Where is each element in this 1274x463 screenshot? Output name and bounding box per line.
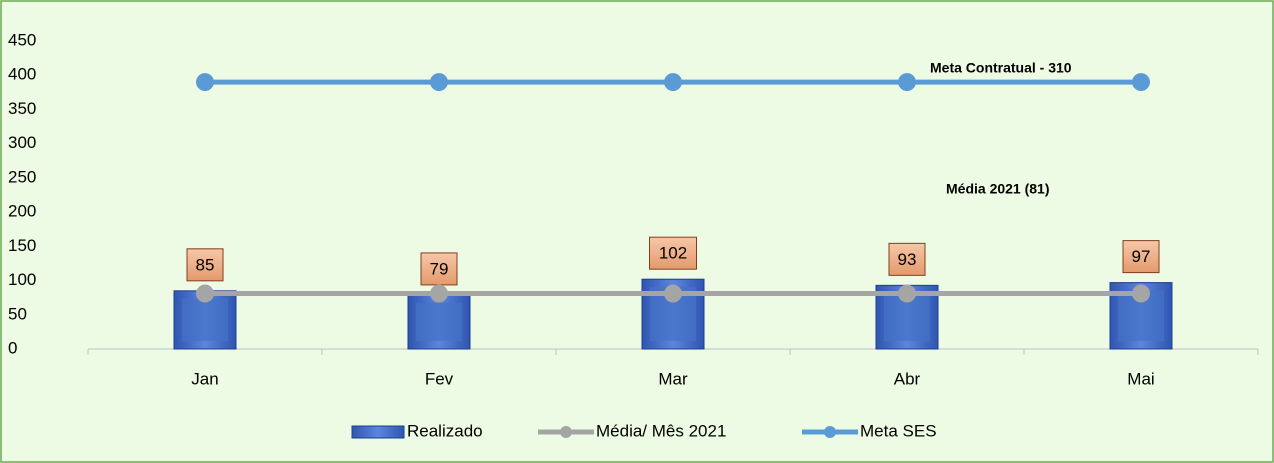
legend-label: Realizado	[407, 421, 483, 440]
data-label: 79	[430, 259, 449, 278]
data-label: 102	[659, 244, 687, 263]
y-tick-label: 150	[8, 236, 36, 255]
y-tick-label: 250	[8, 167, 36, 186]
line-marker	[430, 284, 448, 303]
legend-swatch	[824, 426, 836, 438]
y-tick-label: 100	[8, 270, 36, 289]
x-tick-label: Mai	[1127, 369, 1154, 388]
line-marker	[664, 73, 682, 92]
y-tick-label: 350	[8, 99, 36, 118]
bar-bevel	[182, 298, 228, 341]
legend-label: Meta SES	[860, 421, 937, 440]
data-label-box	[186, 248, 224, 282]
legend-swatch	[351, 425, 405, 439]
y-tick-label: 200	[8, 202, 36, 221]
bar-bevel	[416, 302, 462, 341]
x-tick-label: Fev	[425, 369, 454, 388]
y-tick-label: 450	[8, 30, 36, 49]
legend-label: Média/ Mês 2021	[596, 421, 726, 440]
line-marker	[898, 73, 916, 92]
line-marker	[1132, 284, 1150, 303]
x-tick-label: Mar	[658, 369, 688, 388]
line-marker	[1132, 73, 1150, 92]
annotation: Média 2021 (81)	[946, 181, 1050, 197]
data-label-box	[888, 242, 926, 276]
line-marker	[898, 284, 916, 303]
line-marker	[430, 73, 448, 92]
x-tick-label: Abr	[894, 369, 921, 388]
line-marker	[664, 284, 682, 303]
y-tick-label: 0	[8, 338, 17, 357]
x-tick-label: Jan	[191, 369, 218, 388]
line-marker	[196, 284, 214, 303]
y-tick-label: 300	[8, 133, 36, 152]
y-tick-label: 50	[8, 304, 27, 323]
data-label: 97	[1132, 247, 1151, 266]
legend-swatch	[560, 426, 572, 438]
data-label: 85	[196, 255, 215, 274]
data-label: 93	[898, 250, 917, 269]
data-label-box	[649, 236, 697, 270]
annotation: Meta Contratual - 310	[930, 60, 1072, 76]
line-marker	[196, 73, 214, 92]
data-label-box	[1122, 240, 1160, 274]
y-tick-label: 400	[8, 65, 36, 84]
